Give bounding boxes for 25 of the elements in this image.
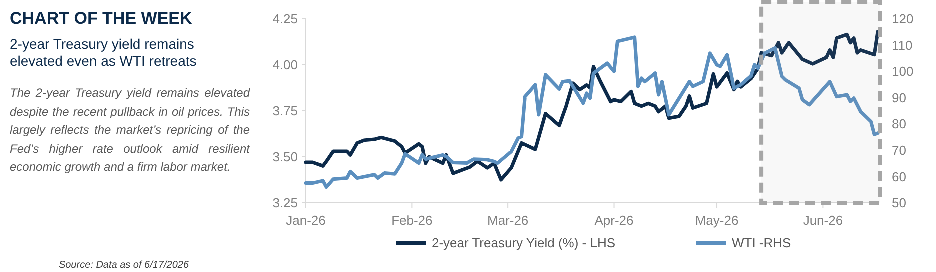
y2-tick-label: 70 xyxy=(892,142,906,158)
text: CHART OF THE WEEK xyxy=(10,9,193,28)
y-tick-label: 4.25 xyxy=(272,12,298,27)
legend-label: WTI -RHS xyxy=(732,236,792,251)
y2-tick-label: 50 xyxy=(892,196,906,211)
y2-tick-label: 80 xyxy=(892,116,906,132)
x-tick-label: Apr-26 xyxy=(594,213,634,228)
x-tick-label: Feb-26 xyxy=(392,213,433,228)
y2-tick-label: 120 xyxy=(892,12,914,27)
y2-tick-label: 90 xyxy=(892,90,906,106)
text: 2-year Treasury yield remains elevated even as WTI retreats xyxy=(10,36,198,70)
y2-tick-label: 60 xyxy=(892,169,906,184)
y-tick-label: 3.25 xyxy=(272,196,298,211)
legend-label: 2-year Treasury Yield (%) - LHS xyxy=(432,236,616,251)
y-tick-label: 3.50 xyxy=(272,150,298,165)
y-tick-label: 4.00 xyxy=(272,58,298,73)
x-tick-label: Jan-26 xyxy=(286,213,326,228)
y-tick-label: 3.75 xyxy=(272,104,298,119)
x-tick-label: May-26 xyxy=(695,213,739,228)
y2-tick-label: 110 xyxy=(892,38,913,53)
source-note: Source: Data as of 6/17/2026 xyxy=(58,260,190,271)
text: The 2-year Treasury yield remains elevated despite the recent pullback in oil prices. This largely reflects the market’s repricing of the Fed’s higher rate outlook amid resilient economic growth and a firm labor market. xyxy=(10,85,250,176)
x-tick-label: Mar-26 xyxy=(487,213,529,228)
y2-tick-label: 100 xyxy=(892,64,914,80)
x-tick-label: Jun-26 xyxy=(803,213,844,228)
